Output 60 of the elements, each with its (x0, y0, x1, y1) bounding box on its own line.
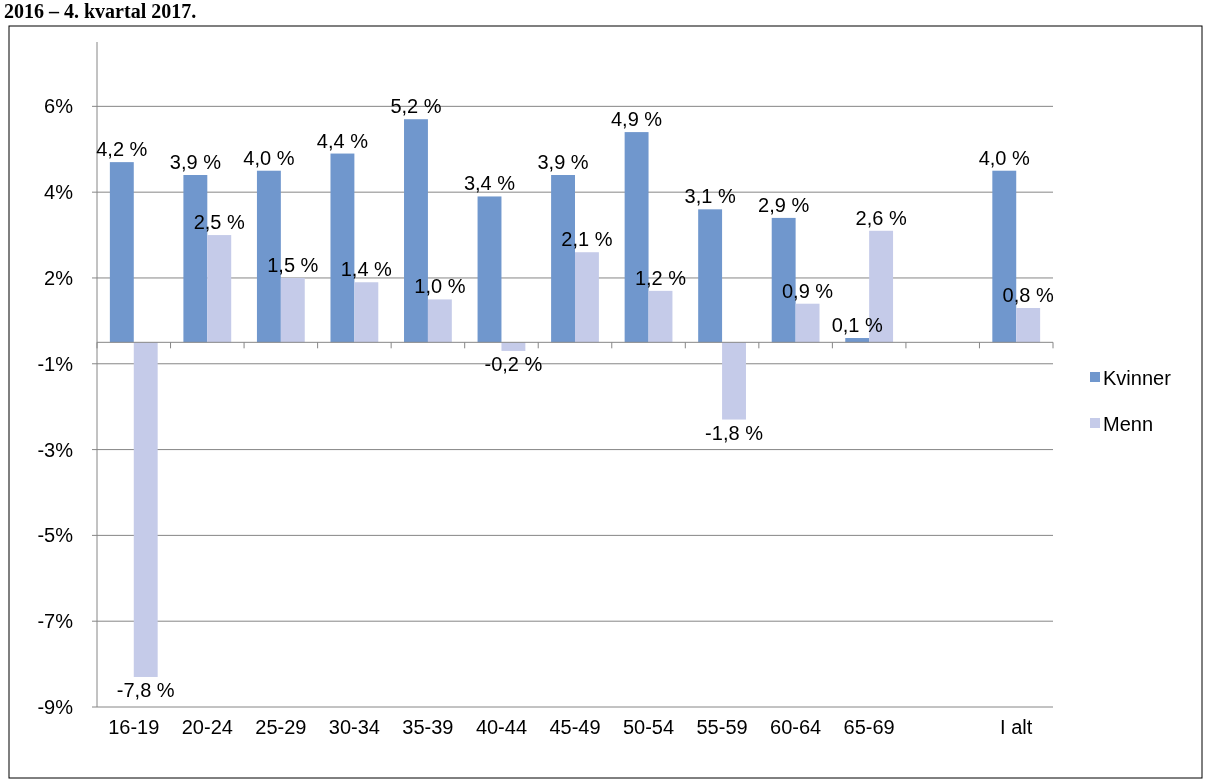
data-label: 5,2 % (390, 95, 442, 118)
bar (722, 342, 746, 420)
y-tick-label: -9% (37, 696, 74, 718)
bar (575, 252, 599, 343)
y-tick-label: -7% (37, 610, 74, 633)
data-label: 0,9 % (781, 279, 834, 302)
bar (845, 338, 870, 343)
x-tick-label: 60-64 (770, 716, 822, 738)
legend-label: Kvinner (1103, 367, 1172, 389)
legend-label: Menn (1103, 413, 1154, 435)
bar (207, 235, 232, 343)
data-label: 1,2 % (634, 266, 687, 289)
data-label: 2,6 % (855, 206, 907, 229)
data-label: 4,0 % (243, 146, 295, 169)
data-label: 0,8 % (1002, 284, 1054, 306)
chart-title: 2016 – 4. kvartal 2017. (4, 0, 197, 22)
data-label: -7,8 % (116, 678, 175, 701)
x-tick-label: 30-34 (328, 716, 380, 738)
bar (648, 290, 673, 343)
x-tick-label: 35-39 (402, 716, 454, 738)
y-tick-label: -3% (37, 438, 74, 461)
data-label: 3,1 % (684, 185, 736, 208)
x-tick-label: 50-54 (622, 716, 675, 738)
bar (1016, 308, 1041, 343)
data-label: 4,9 % (611, 108, 663, 131)
bar (427, 299, 452, 343)
y-tick-label: 4% (44, 181, 74, 204)
x-tick-label: I alt (1000, 716, 1033, 738)
x-tick-label: 40-44 (475, 716, 528, 738)
bar (477, 196, 502, 343)
data-label: 4,4 % (316, 129, 369, 152)
x-tick-label: 55-59 (696, 716, 748, 738)
data-label: -1,8 % (705, 421, 764, 444)
y-tick-label: 6% (44, 95, 74, 118)
data-label: 2,1 % (561, 228, 613, 251)
bar (795, 303, 820, 343)
data-label: -0,2 % (484, 352, 543, 375)
bar (501, 342, 526, 351)
data-label: 3,4 % (463, 172, 516, 195)
x-tick-label: 25-29 (255, 716, 307, 738)
data-label: 3,9 % (169, 151, 222, 173)
data-label: 2,9 % (758, 193, 810, 216)
data-label: 0,1 % (831, 314, 883, 337)
data-label: 2,5 % (193, 211, 246, 234)
data-label: 3,9 % (537, 151, 589, 173)
bar (133, 342, 158, 677)
y-tick-label: -1% (37, 352, 74, 375)
bar (698, 209, 723, 343)
bar (109, 162, 134, 343)
bar (280, 277, 305, 343)
y-tick-label: 2% (44, 266, 74, 289)
bar (354, 282, 379, 343)
x-tick-label: 20-24 (181, 716, 233, 738)
data-label: 4,0 % (978, 146, 1031, 169)
x-tick-label: 45-49 (549, 716, 601, 738)
x-tick-label: 65-69 (843, 716, 895, 738)
data-label: 4,2 % (96, 138, 148, 161)
x-tick-label: 16-19 (108, 716, 160, 738)
y-tick-label: -5% (37, 524, 74, 547)
data-label: 1,4 % (340, 258, 393, 281)
